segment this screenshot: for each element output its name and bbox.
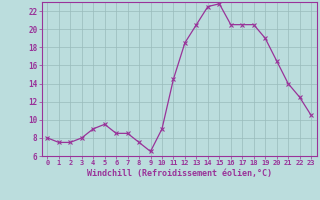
X-axis label: Windchill (Refroidissement éolien,°C): Windchill (Refroidissement éolien,°C) <box>87 169 272 178</box>
